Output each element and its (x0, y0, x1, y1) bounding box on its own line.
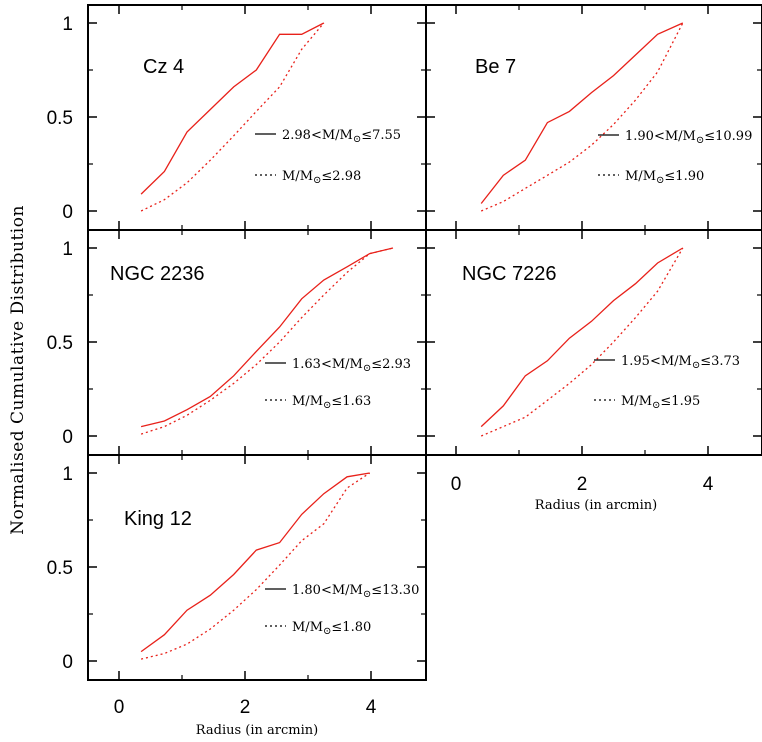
series-line-solid (140, 247, 394, 428)
panel-frame (425, 4, 762, 231)
series-line-dotted (480, 247, 684, 437)
legend-label: 1.63<M/M⊙≤2.93 (292, 357, 411, 374)
series-line-solid (140, 22, 325, 195)
panel-4: NGC 7226 1.95<M/M⊙≤3.73 M/M⊙≤1.95 (425, 229, 762, 456)
x-tick-label: 4 (366, 697, 377, 718)
y-tick-label: 1 (62, 14, 73, 35)
x-axis-title-right: Radius (in arcmin) (535, 498, 657, 513)
panel-2: 0 2 4 Be 7 1.90<M/M⊙≤10.99 M/M⊙≤1.90 (425, 4, 762, 495)
y-axis-title: Normalised Cumulative Distribution (8, 205, 28, 535)
panel-3: 0 0.5 1 NGC 2236 1.63<M/M⊙≤2.93 M/M⊙≤1.63 (47, 229, 427, 456)
y-tick-label: 0.5 (47, 108, 73, 129)
panel-1: 0 0.5 1 Cz 4 2.98<M/M⊙≤7.55 M/M⊙≤2.98 (47, 4, 427, 231)
x-tick-label: 0 (451, 474, 462, 495)
panel-frame (87, 4, 427, 231)
y-tick-label: 0 (62, 427, 73, 448)
series-line-solid (480, 22, 684, 204)
panel-title: Cz 4 (143, 56, 184, 78)
panel-title: Be 7 (475, 56, 516, 78)
legend-label: M/M⊙≤1.95 (621, 394, 700, 411)
x-tick-label: 0 (114, 697, 125, 718)
series-line-solid (140, 472, 370, 653)
x-axis-title-left: Radius (in arcmin) (196, 723, 318, 738)
x-tick-label: 2 (240, 697, 251, 718)
panel-title: NGC 2236 (110, 263, 205, 285)
panel-title: King 12 (124, 508, 192, 530)
y-tick-label: 1 (62, 464, 73, 485)
y-tick-label: 0.5 (47, 558, 73, 579)
legend-label: 1.90<M/M⊙≤10.99 (625, 129, 752, 146)
legend-label: 1.80<M/M⊙≤13.30 (292, 583, 419, 600)
x-tick-label: 4 (703, 474, 714, 495)
legend-label: M/M⊙≤1.80 (292, 620, 371, 637)
x-tick-label: 2 (577, 474, 588, 495)
panel-5: 0 0.5 1 0 2 4 King 12 1.80<M/M⊙≤13.30 M/M⊙≤1.80 (47, 454, 427, 718)
series-line-dotted (140, 22, 325, 212)
series-line-dotted (480, 22, 684, 212)
series-line-dotted (140, 247, 394, 435)
legend-label: 2.98<M/M⊙≤7.55 (282, 128, 401, 145)
panel-frame (87, 454, 427, 681)
y-tick-label: 0.5 (47, 333, 73, 354)
legend-label: 1.95<M/M⊙≤3.73 (621, 354, 740, 371)
series-line-dotted (140, 472, 371, 660)
y-tick-label: 1 (62, 239, 73, 260)
legend-label: M/M⊙≤1.63 (292, 394, 371, 411)
y-tick-label: 0 (62, 202, 73, 223)
legend-label: M/M⊙≤1.90 (625, 169, 704, 186)
series-line-solid (480, 247, 684, 428)
panels-layer: 0 0.5 1 Cz 4 2.98<M/M⊙≤7.55 M/M⊙≤2.98 0 2 4 Be 7 1… (47, 4, 762, 718)
legend-label: M/M⊙≤2.98 (282, 169, 361, 186)
y-tick-label: 0 (62, 652, 73, 673)
panel-title: NGC 7226 (462, 263, 557, 285)
